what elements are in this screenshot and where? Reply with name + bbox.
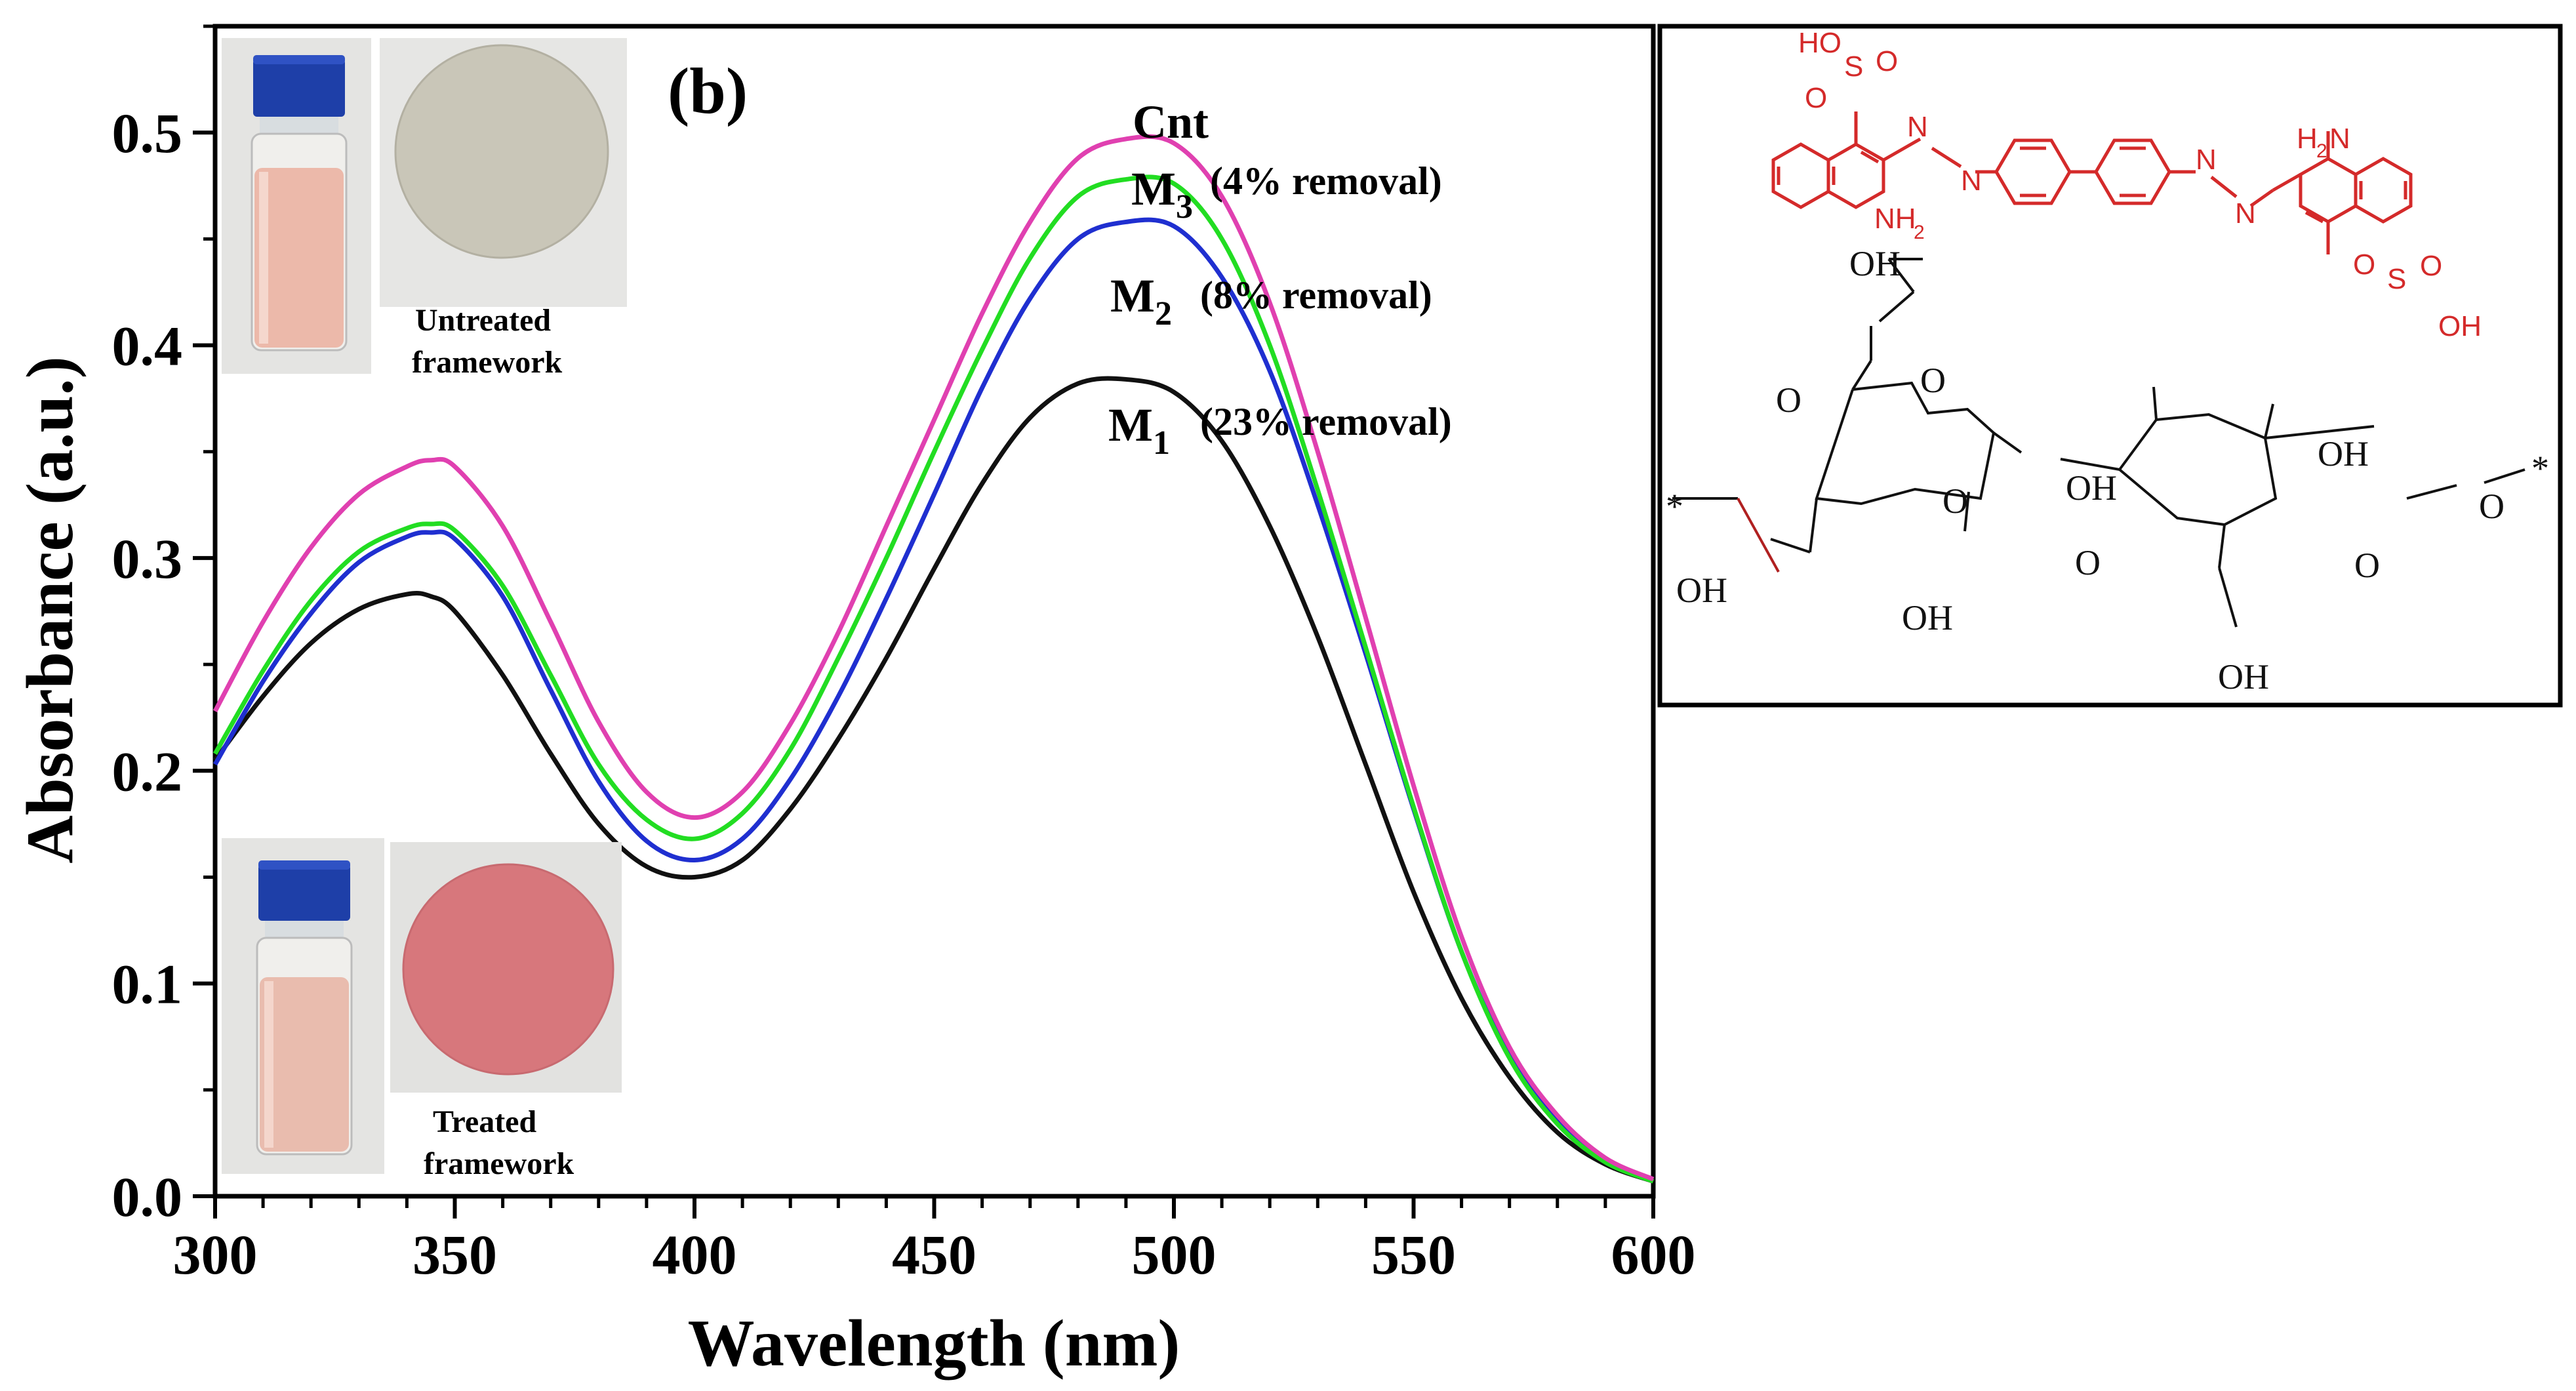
svg-text:O: O: [2479, 487, 2505, 526]
svg-text:OH: OH: [2318, 434, 2369, 474]
treated-caption-line1: Treated: [433, 1104, 536, 1139]
label-cnt: Cnt: [1133, 96, 1209, 148]
y-tick-labels: 0.0 0.1 0.2 0.3 0.4 0.5: [112, 102, 183, 1228]
svg-text:*: *: [2531, 449, 2549, 488]
svg-text:N: N: [2329, 123, 2350, 155]
series-line-m3: [212, 174, 1655, 1184]
x-axis-label: Wavelength (nm): [688, 1306, 1180, 1381]
x-tick-labels: 300 350 400 450 500 550 600: [173, 1223, 1696, 1286]
annotation-m3: (4% removal): [1210, 159, 1442, 203]
x-tick-label: 400: [653, 1223, 737, 1286]
x-tick-label: 300: [173, 1223, 258, 1286]
y-tick-label: 0.2: [112, 740, 183, 803]
svg-text:O: O: [2420, 250, 2442, 282]
dye-structure: [1771, 111, 2413, 254]
svg-text:S: S: [1844, 50, 1863, 83]
svg-text:O: O: [2353, 249, 2375, 281]
svg-text:O: O: [2354, 546, 2380, 585]
y-tick-label: 0.3: [112, 527, 183, 590]
series-line-m1: [213, 376, 1655, 1184]
x-tick-label: 600: [1611, 1223, 1696, 1286]
y-axis-label: Absorbance (a.u.): [13, 356, 87, 864]
svg-text:*: *: [1666, 487, 1683, 526]
x-tick-label: 350: [413, 1223, 497, 1286]
label-m1: M1: [1108, 399, 1170, 462]
treated-caption-line2: framework: [424, 1146, 574, 1181]
svg-text:OH: OH: [2438, 310, 2482, 342]
svg-text:O: O: [1942, 481, 1968, 521]
inset-treated: Treated framework: [222, 838, 622, 1181]
disc-untreated: [394, 44, 609, 259]
svg-text:OH: OH: [1902, 598, 1953, 637]
x-tick-label: 550: [1371, 1223, 1456, 1286]
svg-text:O: O: [2075, 543, 2101, 582]
y-tick-label: 0.1: [112, 953, 183, 1016]
cellulose-structure: [1672, 258, 2526, 628]
svg-text:OH: OH: [1676, 571, 1727, 610]
inset-untreated: Untreated framework: [222, 38, 627, 380]
svg-text:2: 2: [1914, 222, 1925, 243]
svg-text:OH: OH: [2218, 657, 2269, 696]
series-lines: [212, 134, 1655, 1184]
svg-text:N: N: [2196, 144, 2217, 176]
svg-text:NH: NH: [1874, 203, 1916, 235]
svg-text:N: N: [1961, 165, 1982, 197]
svg-text:O: O: [1876, 45, 1898, 77]
svg-text:OH: OH: [2066, 468, 2117, 508]
label-m3: M3: [1131, 163, 1193, 226]
vial-untreated: [251, 55, 348, 352]
svg-text:H: H: [2297, 123, 2318, 155]
vial-liquid: [260, 977, 349, 1152]
annotation-m2: (8% removal): [1200, 273, 1432, 317]
structure-frame: [1657, 24, 2563, 708]
cellulose-red-bond: [1737, 498, 1780, 573]
svg-text:2: 2: [2316, 140, 2327, 162]
axis-ticks: [193, 24, 1655, 1219]
svg-text:O: O: [1776, 380, 1801, 420]
panel-label: (b): [668, 54, 748, 127]
annotation-m1: (23% removal): [1200, 400, 1452, 443]
series-labels: Cnt M3 (4% removal) M2 (8% removal) M1 (…: [1108, 96, 1452, 462]
series-line-cnt: [212, 134, 1655, 1182]
svg-text:O: O: [1920, 361, 1946, 400]
svg-text:N: N: [1907, 111, 1928, 143]
svg-text:OH: OH: [1849, 244, 1901, 283]
vial-cap-icon: [258, 864, 350, 921]
cellulose-atom-labels: OH O O * OH OH O O OH OH O O * OH: [1666, 244, 2549, 696]
vial-treated: [256, 860, 353, 1156]
x-tick-label: 500: [1132, 1223, 1217, 1286]
svg-text:N: N: [2235, 197, 2256, 230]
label-m2: M2: [1110, 270, 1172, 333]
untreated-caption-line2: framework: [412, 345, 563, 380]
disc-treated: [402, 863, 614, 1076]
chart: 300 350 400 450 500 550 600 0.0 0.1 0.2 0.3 0.4 0.5…: [13, 24, 1696, 1381]
x-tick-label: 450: [892, 1223, 976, 1286]
y-tick-label: 0.0: [112, 1165, 183, 1228]
untreated-caption-line1: Untreated: [415, 303, 551, 338]
vial-liquid: [254, 168, 344, 348]
svg-text:S: S: [2387, 263, 2406, 295]
y-tick-label: 0.4: [112, 315, 183, 378]
svg-text:HO: HO: [1798, 27, 1841, 59]
svg-text:O: O: [1805, 82, 1827, 114]
y-tick-label: 0.5: [112, 102, 183, 165]
vial-cap-icon: [253, 59, 345, 117]
